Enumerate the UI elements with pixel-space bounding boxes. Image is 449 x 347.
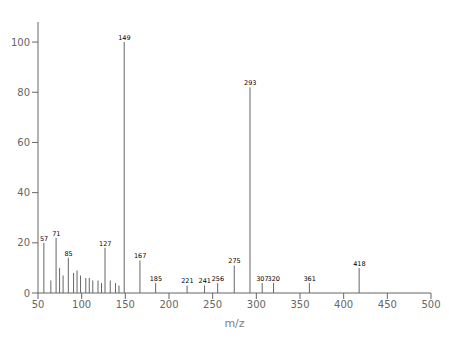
svg-text:256: 256	[212, 275, 224, 283]
svg-text:57: 57	[40, 235, 48, 243]
svg-text:200: 200	[159, 299, 178, 310]
svg-text:71: 71	[52, 230, 60, 238]
svg-text:361: 361	[303, 275, 315, 283]
svg-text:20: 20	[17, 237, 30, 248]
svg-text:300: 300	[247, 299, 266, 310]
svg-text:241: 241	[199, 277, 211, 285]
svg-text:149: 149	[118, 34, 130, 42]
svg-text:60: 60	[17, 137, 30, 148]
svg-text:0: 0	[24, 288, 30, 299]
svg-text:80: 80	[17, 87, 30, 98]
svg-text:m/z: m/z	[224, 317, 244, 330]
svg-text:127: 127	[99, 240, 111, 248]
svg-text:450: 450	[378, 299, 397, 310]
svg-text:250: 250	[203, 299, 222, 310]
svg-text:293: 293	[244, 79, 256, 87]
svg-text:167: 167	[134, 252, 146, 260]
svg-text:85: 85	[64, 250, 72, 258]
svg-text:500: 500	[421, 299, 440, 310]
svg-text:40: 40	[17, 187, 30, 198]
svg-text:221: 221	[181, 277, 193, 285]
svg-text:150: 150	[116, 299, 135, 310]
svg-text:418: 418	[353, 260, 365, 268]
svg-text:350: 350	[290, 299, 309, 310]
svg-text:307: 307	[256, 275, 269, 283]
svg-text:400: 400	[334, 299, 353, 310]
svg-text:50: 50	[32, 299, 45, 310]
svg-text:185: 185	[150, 275, 162, 283]
svg-text:320: 320	[268, 275, 280, 283]
svg-text:100: 100	[72, 299, 91, 310]
svg-text:100: 100	[11, 37, 30, 48]
svg-text:275: 275	[228, 257, 240, 265]
